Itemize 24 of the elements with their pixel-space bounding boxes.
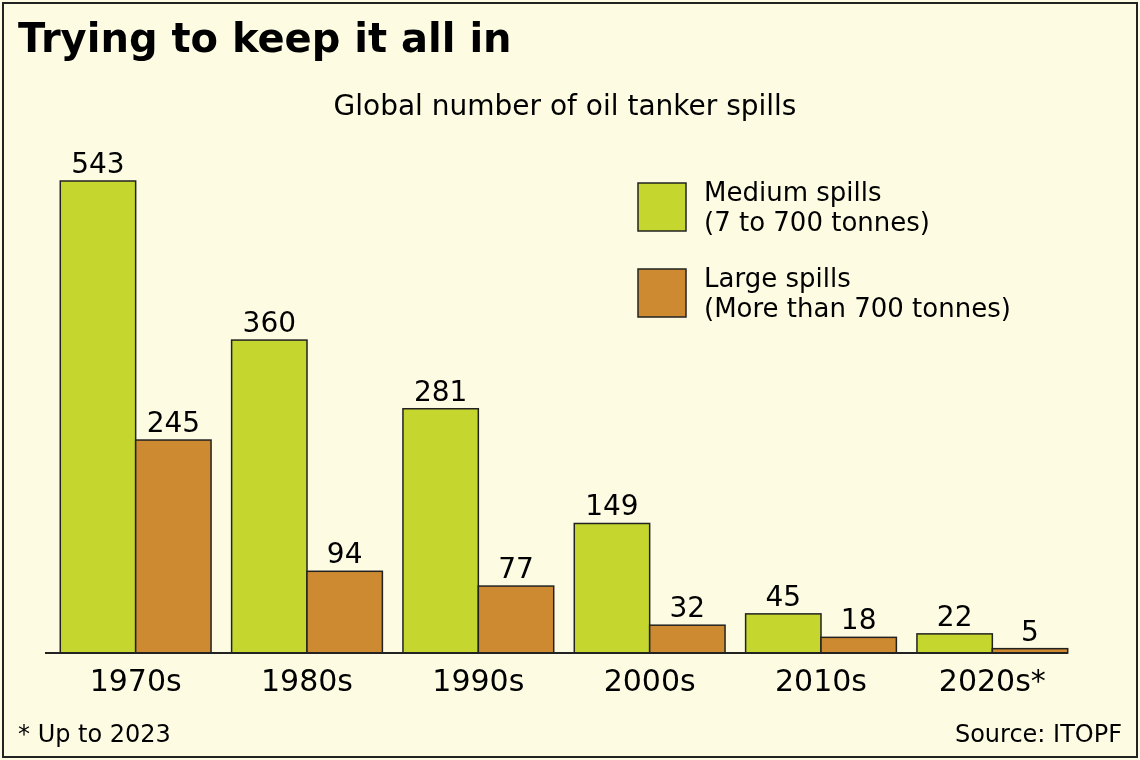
x-tick-label: 1980s <box>261 663 353 698</box>
text: * Up to 2023 <box>18 720 171 748</box>
data-label: 149 <box>585 489 639 523</box>
data-label: 94 <box>326 537 363 571</box>
data-label: 22 <box>936 599 973 633</box>
x-tick-label: 2020s* <box>938 663 1046 698</box>
source-note: Source: ITOPF <box>954 720 1122 748</box>
chart-subtitle: Global number of oil tanker spills <box>333 89 797 122</box>
data-label: 543 <box>71 147 125 180</box>
data-label: 360 <box>242 306 297 340</box>
x-tick-label: 1990s <box>432 663 525 698</box>
x-tick-label: 1970s <box>89 663 182 698</box>
data-label: 245 <box>146 406 201 440</box>
data-label: 45 <box>765 579 802 613</box>
data-label: 32 <box>669 591 706 625</box>
legend-label: Large spills (More than 700 tonnes) <box>704 263 1011 323</box>
data-label: 281 <box>413 374 468 408</box>
chart-title: Trying to keep it all in <box>18 15 512 61</box>
data-label: 5 <box>1021 614 1039 648</box>
x-tick-label: 2010s <box>775 663 867 698</box>
x-tick-label: 2000s <box>603 663 696 698</box>
data-label: 18 <box>840 603 877 637</box>
data-label: 77 <box>498 552 534 586</box>
legend-label: Medium spills (7 to 700 tonnes) <box>704 177 930 237</box>
